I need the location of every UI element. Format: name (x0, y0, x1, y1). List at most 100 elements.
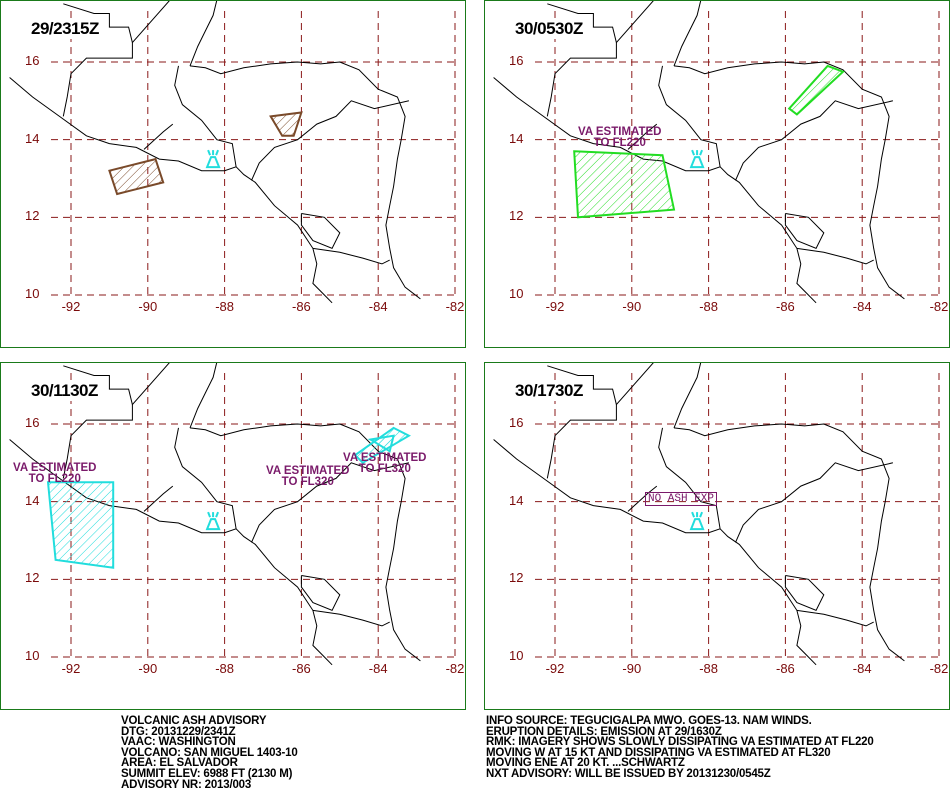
advisory-line: AREA: EL SALVADOR (121, 757, 238, 770)
annotation-line: TO FL320 (281, 476, 334, 488)
longitude-label: -84 (852, 299, 872, 314)
latitude-label: 12 (25, 208, 40, 224)
latitude-label: 10 (509, 648, 524, 663)
longitude-label: -86 (775, 661, 795, 676)
volcano-icon (689, 149, 705, 169)
coastline (784, 213, 825, 250)
no-ash-message: NO ASH EXP (645, 492, 718, 506)
latitude-label: 12 (509, 208, 524, 224)
advisory-line: SUMMIT ELEV: 6988 FT (2130 M) (121, 767, 293, 780)
advisory-line: ERUPTION DETAILS: EMISSION AT 29/1630Z (486, 725, 722, 738)
longitude-label: -92 (61, 299, 81, 314)
annotation-line: VA ESTIMATED (578, 126, 662, 138)
volcano-icon (205, 149, 221, 169)
coastline (174, 427, 237, 529)
coastline (63, 3, 133, 43)
coastline (493, 439, 817, 666)
map-panel-2: 30/0530Z VA ESTIMATED TO FL220 16 14 12 10 -… (484, 0, 950, 348)
ash-cloud-area (367, 434, 395, 453)
advisory-line: MOVING ENE AT 20 KT. ...SCHWARTZ (486, 757, 685, 770)
longitude-label: -90 (622, 299, 642, 314)
latitude-label: 14 (509, 130, 524, 146)
coastline (658, 65, 721, 167)
latitude-label: 12 (509, 570, 524, 586)
longitude-label: -82 (445, 661, 465, 676)
longitude-label: -90 (138, 661, 158, 676)
latitude-label: 10 (509, 286, 524, 301)
panel-title: 30/0530Z (513, 19, 585, 39)
volcano-icon (689, 511, 705, 531)
annotation-line: TO FL220 (593, 137, 646, 149)
coastline (300, 213, 341, 250)
coastline (546, 363, 654, 479)
va-annotation: VA ESTIMATED TO FL320 (343, 452, 426, 475)
longitude-label: -88 (215, 661, 234, 676)
coastline (784, 575, 825, 612)
longitude-label: -92 (545, 661, 565, 676)
annotation-line: VA ESTIMATED (13, 462, 97, 474)
map-panel-4: 30/1730Z NO ASH EXP 16 14 12 10 -92 -90 -88 -86… (484, 362, 950, 710)
coastline (62, 363, 170, 479)
coastline (547, 3, 617, 43)
coastline (63, 365, 133, 405)
latitude-label: 14 (25, 492, 40, 508)
annotation-line: TO FL220 (28, 473, 81, 485)
annotation-line: TO FL320 (358, 463, 411, 475)
coastline (673, 423, 905, 662)
latitude-label: 12 (25, 570, 40, 586)
longitude-label: -90 (622, 661, 642, 676)
coastline (174, 65, 237, 167)
map-canvas (493, 363, 940, 666)
panel-title: 29/2315Z (29, 19, 101, 39)
ash-cloud-area (573, 150, 676, 219)
coastline (312, 609, 390, 627)
panel-title: 30/1130Z (29, 381, 100, 401)
coastline (62, 1, 170, 117)
map-canvas (493, 1, 940, 304)
coastline (735, 462, 894, 543)
longitude-label: -86 (775, 299, 795, 314)
ash-cloud-area (787, 64, 845, 116)
longitude-label: -92 (61, 661, 81, 676)
ash-cloud-area (108, 157, 165, 196)
advisory-line: VAAC: WASHINGTON (121, 736, 236, 749)
longitude-label: -82 (929, 299, 949, 314)
longitude-label: -88 (699, 299, 718, 314)
coastline (673, 1, 702, 67)
latitude-label: 14 (509, 492, 524, 508)
coastline (189, 363, 218, 429)
coastline (547, 365, 617, 405)
advisory-line: VOLCANIC ASH ADVISORY (121, 715, 267, 727)
latitude-label: 16 (509, 53, 524, 68)
coastline (627, 123, 658, 150)
advisory-line: ADVISORY NR: 2013/003 (121, 778, 252, 791)
longitude-label: -90 (138, 299, 158, 314)
advisory-details-text: INFO SOURCE: TEGUCIGALPA MWO. GOES-13. N… (486, 715, 874, 780)
advisory-line: DTG: 20131229/2341Z (121, 725, 236, 738)
ash-cloud-area (46, 481, 115, 569)
va-annotation: VA ESTIMATED TO FL320 (266, 465, 349, 488)
coastline (627, 485, 658, 512)
coastline (189, 1, 218, 67)
coastline (493, 77, 817, 304)
latitude-label: 16 (25, 53, 40, 68)
advisory-line: RMK: IMAGERY SHOWS SLOWLY DISSIPATING VA… (486, 736, 874, 749)
latitude-label: 16 (25, 415, 40, 430)
coastline (735, 100, 894, 181)
map-panel-1: 29/2315Z 16 14 12 10 -92 -90 -88 -86 -84 -82 (0, 0, 466, 348)
coastline (189, 423, 421, 662)
advisory-line: NXT ADVISORY: WILL BE ISSUED BY 20131230… (486, 767, 771, 780)
coastline (546, 1, 654, 117)
coastline (143, 485, 174, 512)
longitude-label: -88 (699, 661, 718, 676)
map-canvas (9, 1, 456, 304)
coastline (251, 462, 410, 543)
advisory-line: VOLCANO: SAN MIGUEL 1403-10 (121, 746, 298, 759)
latitude-label: 16 (509, 415, 524, 430)
coastline (673, 363, 702, 429)
longitude-label: -92 (545, 299, 565, 314)
longitude-label: -84 (852, 661, 872, 676)
advisory-line: MOVING W AT 15 KT AND DISSIPATING VA EST… (486, 746, 831, 759)
latitude-label: 10 (25, 648, 40, 663)
ash-cloud-area (269, 111, 303, 137)
